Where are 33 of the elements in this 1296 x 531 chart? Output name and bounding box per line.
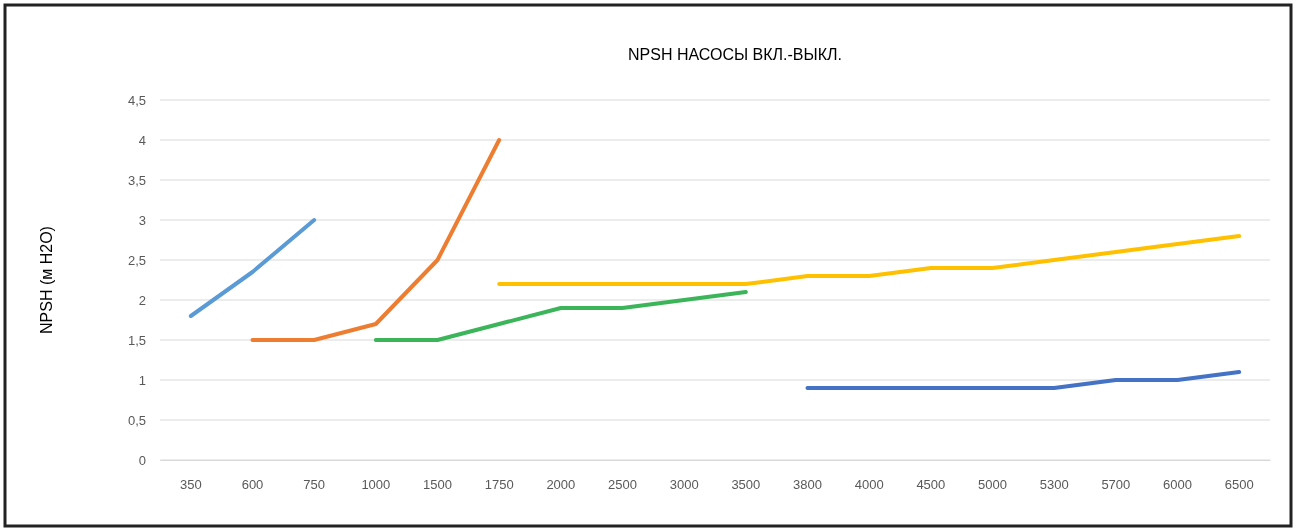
y-tick-label: 1,5 xyxy=(127,332,146,348)
line-series xyxy=(373,290,748,342)
y-tick-label: 0 xyxy=(138,452,146,468)
x-tick-label: 1750 xyxy=(484,477,514,493)
x-tick-label: 350 xyxy=(179,477,202,493)
x-tick-label: 4000 xyxy=(854,477,884,493)
x-tick-label: 3000 xyxy=(669,477,699,493)
y-tick-label: 2,5 xyxy=(127,252,146,268)
x-tick-label: 5000 xyxy=(978,477,1007,493)
y-tick-label: 1 xyxy=(138,372,146,388)
x-tick-label: 3500 xyxy=(731,477,761,493)
x-tick-label: 750 xyxy=(303,477,326,493)
x-tick-label: 1000 xyxy=(361,477,391,493)
y-tick-label: 4 xyxy=(138,132,146,148)
x-tick-label: 600 xyxy=(241,477,264,493)
line-series xyxy=(497,234,1242,286)
chart-title: NPSH НАСОСЫ ВКЛ.-ВЫКЛ. xyxy=(628,46,842,63)
x-tick-label: 5700 xyxy=(1101,477,1131,493)
x-tick-label: 3800 xyxy=(793,477,822,493)
y-tick-label: 3 xyxy=(138,212,146,228)
line-series xyxy=(250,138,502,342)
x-tick-label: 6500 xyxy=(1224,477,1254,493)
x-tick-label: 1500 xyxy=(423,477,452,493)
y-axis-title: NPSH (м H2O) xyxy=(38,226,55,334)
x-tick-label: 5300 xyxy=(1039,477,1069,493)
x-tick-label: 2000 xyxy=(546,477,576,493)
x-tick-label: 6000 xyxy=(1163,477,1192,493)
y-tick-label: 0,5 xyxy=(127,412,146,428)
y-tick-label: 4,5 xyxy=(127,92,146,108)
x-tick-label: 2500 xyxy=(608,477,637,493)
x-tick-label: 4500 xyxy=(916,477,946,493)
y-tick-label: 2 xyxy=(138,292,146,308)
y-tick-label: 3,5 xyxy=(127,172,146,188)
